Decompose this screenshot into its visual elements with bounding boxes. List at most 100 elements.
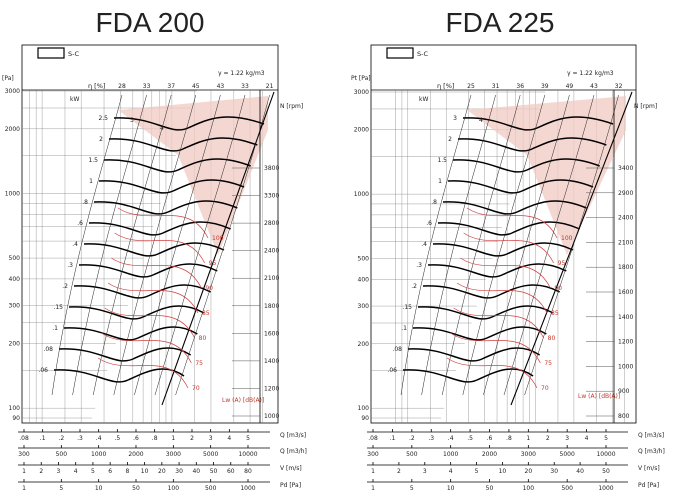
fan-curve: [412, 326, 547, 341]
scale-tick: .6: [487, 435, 493, 442]
scale-tick: .5: [467, 435, 473, 442]
scale-tick: 3: [209, 435, 213, 442]
kw-tick: .8: [82, 199, 88, 206]
kw-tick: .2: [411, 283, 417, 290]
chart-title: FDA 200: [96, 7, 205, 38]
eta-tick: 45: [192, 83, 200, 90]
scale-tick: .2: [409, 435, 415, 442]
scale-tick: 1000: [598, 485, 613, 492]
scale-tick: 2: [397, 468, 401, 475]
scale-tick: 100: [168, 485, 180, 492]
kw-tick: .6: [77, 220, 83, 227]
rpm-tick: 1800: [264, 303, 279, 310]
fan-curve: [432, 242, 574, 257]
rpm-tick: 800: [618, 413, 630, 420]
fan-curve: [78, 263, 218, 278]
efficiency-contour: [524, 94, 619, 396]
scale-tick: 50: [210, 468, 218, 475]
y-tick-label: 400: [358, 276, 370, 283]
fan-curve: [442, 200, 587, 215]
fan-curve: [103, 158, 251, 173]
scale-tick: 3000: [166, 451, 181, 458]
kw-tick: .4: [72, 241, 78, 248]
sound-level-curve: [463, 232, 554, 264]
scale-tick: 300: [367, 451, 379, 458]
efficiency-contour: [503, 94, 595, 396]
sound-level-curve: [460, 257, 551, 289]
y-axis-label: Pt [Pa]: [351, 75, 371, 82]
efficiency-contour: [51, 94, 123, 396]
lw-label: Lw (A) [dB(A)]: [578, 393, 620, 400]
scale-tick: 100: [523, 485, 535, 492]
kw-tick: 2.5: [98, 115, 108, 122]
scale-tick: 60: [227, 468, 235, 475]
fan-curve: [98, 179, 245, 194]
kw-tick: .4: [421, 241, 427, 248]
kw-tick: .06: [38, 367, 48, 374]
eta-tick: 36: [516, 83, 524, 90]
y-tick-label: 100: [9, 405, 21, 412]
rpm-tick: 1200: [618, 339, 633, 346]
efficiency-contour: [72, 94, 147, 396]
scale-tick: 1000: [91, 451, 106, 458]
kw-tick: .2: [62, 283, 68, 290]
rpm-tick: 2100: [618, 239, 633, 246]
scale-tick: 1000: [443, 451, 458, 458]
chart-frame: [370, 44, 637, 424]
sound-level-curve: [456, 282, 548, 314]
y-tick-label: 500: [9, 255, 21, 262]
kw-tick: .1: [401, 325, 407, 332]
fan-curve: [113, 116, 265, 131]
fan-curve: [452, 158, 600, 173]
sound-level-curve: [450, 332, 541, 364]
rpm-tick: 1400: [618, 314, 633, 321]
scale-name: Q [m3/s]: [280, 432, 306, 439]
efficiency-contour: [113, 94, 197, 396]
scale-name: V [m/s]: [280, 465, 302, 472]
y-tick-label: 90: [361, 415, 369, 422]
sound-level-curve: [111, 257, 202, 289]
eta-tick: 25: [467, 83, 475, 90]
y-tick-label: 500: [358, 256, 370, 263]
sound-level-curve: [453, 307, 544, 339]
kw-tick: .3: [416, 262, 422, 269]
kw-tick: .06: [387, 367, 397, 374]
y-tick-label: 90: [12, 415, 20, 422]
scale-tick: 10: [141, 468, 149, 475]
scale-tick: 1: [22, 485, 26, 492]
rpm-label: N [rpm]: [634, 103, 657, 110]
curve-power-label: 3: [130, 117, 134, 124]
rpm-tick: 3800: [264, 165, 279, 172]
scale-tick: 4: [585, 435, 589, 442]
scale-tick: 300: [18, 451, 30, 458]
rpm-tick: 3400: [618, 165, 633, 172]
lw-tick: 75: [544, 360, 552, 367]
rpm-tick: 3300: [264, 193, 279, 200]
scale-tick: 10: [499, 468, 507, 475]
efficiency-contour: [92, 94, 172, 396]
scale-tick: 5: [91, 468, 95, 475]
kw-tick: .3: [67, 262, 73, 269]
fan-curve: [88, 221, 231, 236]
fan-curve: [73, 284, 212, 299]
y-tick-label: 1000: [5, 190, 20, 197]
kw-tick: 1: [438, 178, 442, 185]
scale-tick: 3: [57, 468, 61, 475]
y-tick-label: 300: [9, 303, 21, 310]
efficiency-contour: [483, 94, 570, 396]
eta-tick: 21: [266, 83, 274, 90]
scale-tick: 2000: [128, 451, 143, 458]
fan-curve: [93, 200, 238, 215]
rpm-tick: 1600: [618, 289, 633, 296]
scale-tick: 10: [95, 485, 103, 492]
lw-tick: 80: [548, 335, 556, 342]
scale-name: Q [m3/s]: [638, 432, 664, 439]
kw-tick: 1: [89, 178, 93, 185]
scale-tick: 2: [39, 468, 43, 475]
rpm-tick: 2100: [264, 275, 279, 282]
scale-tick: 20: [525, 468, 533, 475]
fan-curve: [417, 305, 554, 320]
sound-level-curve: [446, 357, 538, 389]
